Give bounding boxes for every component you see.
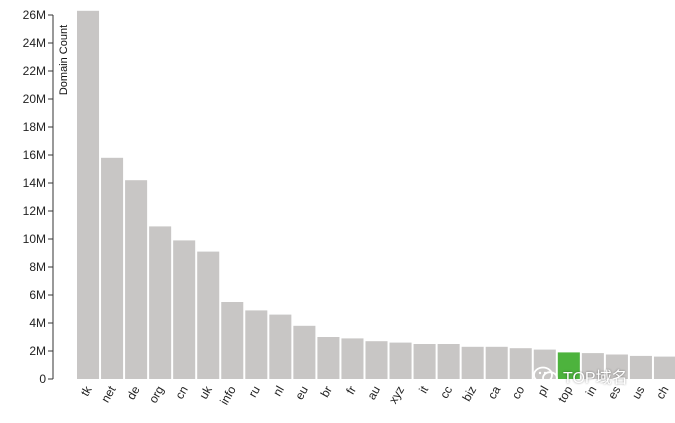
y-tick-label: 20M — [23, 92, 46, 106]
x-tick-label-uk: uk — [196, 383, 215, 402]
y-tick-label: 0 — [39, 372, 46, 386]
bar-xyz — [389, 342, 412, 379]
bar-nl — [269, 314, 292, 379]
x-tick-label-xyz: xyz — [386, 384, 407, 407]
x-tick-label-org: org — [146, 384, 167, 406]
y-axis-title: Domain Count — [58, 25, 70, 95]
x-tick-label-eu: eu — [292, 384, 311, 403]
bar-ru — [245, 310, 268, 379]
x-tick-label-co: co — [509, 383, 528, 401]
bar-co — [509, 348, 532, 379]
bar-br — [317, 337, 340, 379]
bar-uk — [197, 251, 220, 379]
y-tick-label: 12M — [23, 204, 46, 218]
y-tick-label: 2M — [29, 344, 46, 358]
y-tick-label: 10M — [23, 232, 46, 246]
bar-tk — [77, 10, 100, 380]
x-tick-label-nl: nl — [270, 384, 287, 399]
x-tick-label-ch: ch — [653, 384, 671, 402]
y-axis: 0 2M 4M 6M 8M 10M 12M 14M 16M 18M 20M 22M 24M 26M — [23, 8, 54, 386]
y-tick-label: 24M — [23, 36, 46, 50]
y-tick-label: 14M — [23, 176, 46, 190]
x-tick-label-biz: biz — [459, 384, 479, 404]
bar-top — [557, 352, 580, 379]
bar-cc — [437, 344, 460, 379]
x-tick-label-net: net — [98, 383, 119, 405]
x-tick-label-cc: cc — [437, 384, 455, 401]
x-tick-label-ru: ru — [245, 384, 262, 400]
x-tick-label-es: es — [605, 384, 623, 402]
bar-info — [221, 302, 244, 379]
y-tick-label: 6M — [29, 288, 46, 302]
y-tick-label: 8M — [29, 260, 46, 274]
bar-ch — [653, 356, 675, 379]
bar-net — [101, 157, 124, 379]
bar-biz — [461, 346, 484, 379]
bar-in — [581, 353, 604, 379]
bar-org — [149, 226, 172, 379]
bar-eu — [293, 325, 316, 379]
bars — [77, 10, 675, 380]
x-tick-label-au: au — [364, 384, 383, 403]
bar-it — [413, 344, 436, 379]
x-tick-label-br: br — [318, 383, 335, 399]
x-tick-label-de: de — [124, 383, 143, 402]
x-tick-label-it: it — [416, 383, 431, 396]
bar-fr — [341, 338, 364, 379]
bar-us — [629, 355, 652, 379]
bar-cn — [173, 240, 196, 379]
y-tick-label: 16M — [23, 148, 46, 162]
watermark: TOP域名 — [533, 364, 628, 388]
x-tick-label-ca: ca — [485, 383, 504, 401]
bar-de — [125, 180, 148, 379]
watermark-text: TOP域名 — [563, 370, 628, 387]
wechat-icon — [533, 366, 559, 386]
bar-au — [365, 341, 388, 379]
x-tick-label-cn: cn — [172, 384, 190, 402]
bar-es — [605, 354, 628, 379]
y-tick-label: 22M — [23, 64, 46, 78]
x-tick-label-fr: fr — [343, 384, 359, 397]
y-tick-label: 18M — [23, 120, 46, 134]
y-tick-label: 4M — [29, 316, 46, 330]
x-tick-label-info: info — [217, 383, 239, 407]
x-tick-label-tk: tk — [78, 383, 95, 399]
y-tick-label: 26M — [23, 8, 46, 22]
x-tick-label-us: us — [629, 384, 647, 402]
bar-ca — [485, 346, 508, 379]
